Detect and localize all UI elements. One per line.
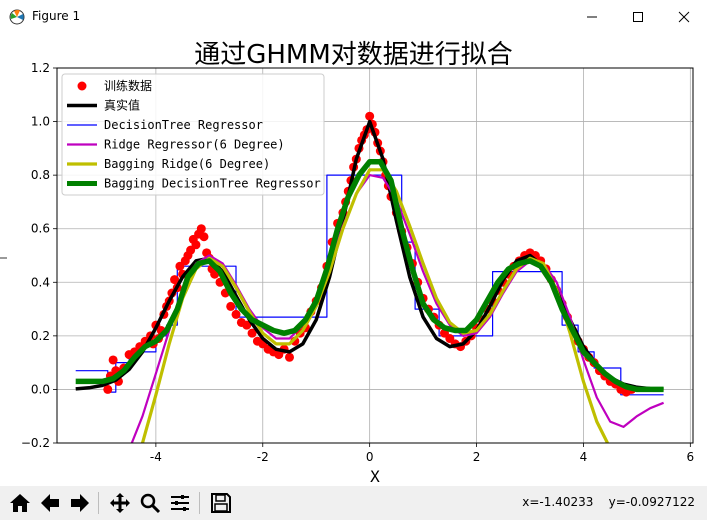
legend-label: Bagging DecisionTree Regressor bbox=[104, 177, 321, 191]
y-tick-label: 1.0 bbox=[31, 115, 50, 129]
data-point bbox=[226, 301, 236, 311]
data-point bbox=[196, 224, 206, 234]
minimize-icon bbox=[587, 16, 597, 18]
legend-label: 训练数据 bbox=[104, 78, 152, 93]
zoom-button[interactable] bbox=[136, 489, 164, 517]
y-tick-label: 0.8 bbox=[31, 168, 50, 182]
back-button[interactable] bbox=[36, 489, 64, 517]
data-point bbox=[247, 328, 257, 338]
y-tick-label: 0.0 bbox=[31, 382, 50, 396]
data-point bbox=[191, 240, 201, 250]
close-button[interactable] bbox=[661, 0, 707, 34]
maximize-icon bbox=[633, 12, 643, 22]
data-point bbox=[108, 355, 118, 365]
legend-box bbox=[61, 73, 325, 196]
pan-button[interactable] bbox=[106, 489, 134, 517]
toolbar-separator bbox=[98, 492, 99, 514]
save-button[interactable] bbox=[207, 489, 235, 517]
chart-title: 通过GHMM对数据进行拟合 bbox=[194, 40, 513, 70]
x-tick-label: 0 bbox=[366, 450, 374, 464]
zoom-icon bbox=[140, 493, 161, 514]
window-titlebar: Figure 1 bbox=[0, 0, 707, 34]
data-point bbox=[199, 232, 209, 242]
matplotlib-icon bbox=[9, 9, 25, 25]
data-point bbox=[365, 111, 375, 121]
data-point bbox=[231, 309, 241, 319]
y-tick-label: 1.2 bbox=[31, 61, 50, 75]
close-icon bbox=[678, 11, 690, 23]
back-arrow-icon bbox=[41, 494, 59, 512]
x-axis-label: X bbox=[370, 467, 380, 486]
x-tick-label: 2 bbox=[473, 450, 481, 464]
x-tick-label: 4 bbox=[580, 450, 588, 464]
y-tick-label: 0.4 bbox=[31, 275, 50, 289]
x-tick-label: -4 bbox=[150, 450, 162, 464]
legend-label: DecisionTree Regressor bbox=[104, 118, 263, 132]
window-title: Figure 1 bbox=[32, 9, 81, 23]
data-point bbox=[242, 320, 252, 330]
legend-marker bbox=[77, 81, 87, 91]
x-tick-label: 6 bbox=[687, 450, 695, 464]
pan-icon bbox=[110, 493, 130, 513]
forward-arrow-icon bbox=[71, 494, 89, 512]
chart-svg: -4 -2 0 2 4 6 −0.2 0.0 0.2 0.4 0.6 0.8 1.0 1.2 X 训练数据真实… bbox=[0, 61, 695, 486]
forward-button[interactable] bbox=[66, 489, 94, 517]
plot-area bbox=[75, 111, 665, 443]
home-icon bbox=[10, 494, 30, 512]
maximize-button[interactable] bbox=[615, 0, 661, 34]
home-button[interactable] bbox=[6, 489, 34, 517]
x-tick-label: -2 bbox=[257, 450, 269, 464]
legend-label: Bagging Ridge(6 Degree) bbox=[104, 157, 270, 171]
cursor-coordinates: x=-1.40233 y=-0.0927122 bbox=[522, 495, 695, 509]
data-point bbox=[103, 384, 113, 394]
subplots-icon bbox=[171, 495, 189, 511]
toolbar-separator bbox=[199, 492, 200, 514]
series-line-1 bbox=[75, 119, 664, 391]
axes-frame bbox=[56, 67, 694, 444]
minimize-button[interactable] bbox=[569, 0, 615, 34]
y-tick-label: 0.6 bbox=[31, 222, 50, 236]
save-icon bbox=[211, 493, 231, 513]
data-point bbox=[284, 352, 294, 362]
series-line-4 bbox=[140, 168, 609, 443]
series-line-5 bbox=[75, 158, 664, 393]
navigation-toolbar: x=-1.40233 y=-0.0927122 bbox=[0, 486, 707, 520]
y-tick-label: −0.2 bbox=[21, 436, 50, 450]
legend-label: 真实值 bbox=[104, 98, 140, 113]
figure-canvas[interactable]: 通过GHMM对数据进行拟合 -4 -2 0 2 4 6 −0.2 0.0 0.2 0.4 0.6 0.… bbox=[0, 34, 707, 486]
legend-label: Ridge Regressor(6 Degree) bbox=[104, 138, 285, 152]
data-point bbox=[170, 275, 180, 285]
subplots-button[interactable] bbox=[166, 489, 194, 517]
y-tick-label: 0.2 bbox=[31, 329, 50, 343]
